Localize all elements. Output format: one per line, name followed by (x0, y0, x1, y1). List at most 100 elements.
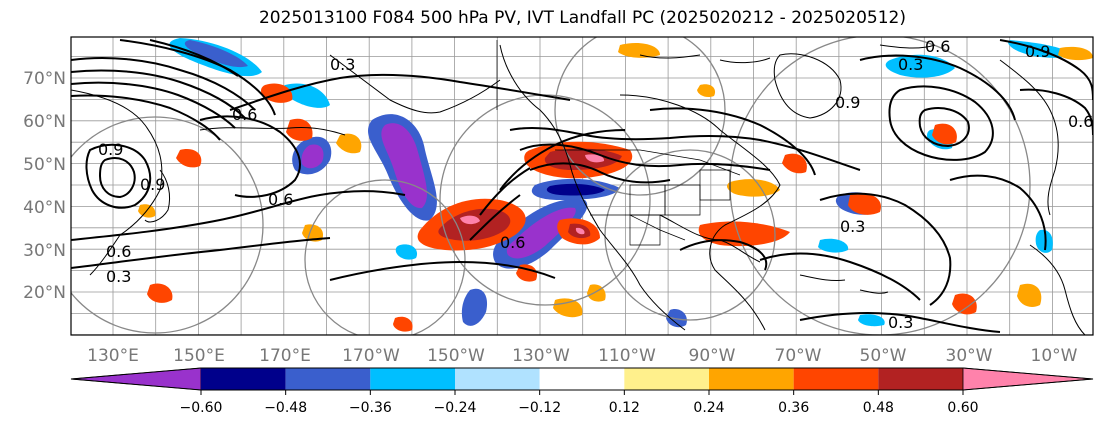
contour-line (85, 143, 152, 209)
lon-label: 110°W (598, 346, 656, 366)
contour-line (329, 260, 556, 281)
colorbar-tick-label: 0.12 (609, 400, 640, 416)
contour-label-group: 0.3 0.6 0.9 0.6 0.9 0.6 0.3 0.3 0.6 0.9 … (98, 37, 1093, 332)
latitude-labels: 70°N 60°N 50°N 40°N 30°N 20°N (23, 69, 66, 303)
contour-label: 0.6 (232, 105, 257, 124)
pv-cyan-far-east (1035, 229, 1053, 253)
contour-line (859, 54, 1016, 121)
colorbar-extend-high (962, 367, 1094, 391)
pv-ridge-greenland (697, 84, 716, 98)
lat-label: 40°N (23, 198, 66, 218)
lon-label: 30°W (946, 346, 993, 366)
contour-label: 0.6 (500, 233, 525, 252)
lat-label: 60°N (23, 112, 66, 132)
colorbar-segment (878, 368, 963, 390)
contour-line (819, 192, 952, 306)
contour-label: 0.3 (898, 55, 923, 74)
coastline-africa (1029, 244, 1086, 335)
landfall-ring (71, 116, 264, 334)
coastline-east-north-america (619, 94, 781, 331)
pv-trough-baja-core (506, 207, 576, 259)
colorbar-segment (709, 368, 794, 390)
contour-label: 0.3 (888, 313, 913, 332)
contour-label: 0.3 (840, 217, 865, 236)
colorbar-tick-label: −0.12 (518, 400, 561, 416)
coastline-aleutians (199, 127, 346, 136)
pv-ridge-atlantic-north (782, 153, 807, 174)
pv-trough-pacific-west-core (301, 144, 324, 169)
map-title: 2025013100 F084 500 hPa PV, IVT Landfall… (258, 8, 906, 28)
contour-line (799, 311, 1001, 333)
contour-line (149, 39, 239, 77)
lat-label: 70°N (23, 69, 66, 89)
colorbar-tick-label: −0.24 (434, 400, 477, 416)
pv-ridge-west-pacific (147, 283, 173, 303)
colorbar-segment (370, 368, 455, 390)
contour-line (229, 73, 571, 111)
contour-line (519, 143, 771, 171)
contour-label: 0.6 (106, 242, 131, 261)
pv-ridge-pacific-pink (460, 215, 480, 225)
colorbar-tick-label: −0.48 (264, 400, 307, 416)
contour-label: 0.6 (925, 37, 950, 56)
contour-line (918, 107, 970, 148)
contour-line (949, 174, 1047, 251)
us-canada-border (555, 149, 741, 176)
colorbar-tick-label: 0.36 (778, 400, 809, 416)
coastline-arctic-islands (639, 44, 936, 64)
lon-label: 90°W (689, 346, 736, 366)
pv-ridge-west-coast-pink (585, 154, 605, 163)
contour-label: 0.9 (98, 140, 123, 159)
contour-label: 0.9 (140, 175, 165, 194)
lat-label: 20°N (23, 283, 66, 303)
pv-cyan-east-tropic (666, 309, 687, 328)
contour-line (499, 129, 626, 191)
pv-cyan-subtropic (818, 238, 849, 253)
pv-trough-gulf-core (381, 123, 427, 209)
colorbar: −0.60 −0.48 −0.36 −0.24 −0.12 0.12 0.24 0.36 0.4… (70, 367, 1094, 416)
lat-label: 30°N (23, 241, 66, 261)
contour-label: 0.9 (835, 93, 860, 112)
colorbar-tick-label: 0.60 (947, 400, 978, 416)
pv-ridge-atlantic-east (932, 123, 957, 145)
pv-cyan-hawaii (395, 244, 418, 260)
contour-line (71, 57, 256, 111)
colorbar-segment (624, 368, 709, 390)
lon-label: 150°W (427, 346, 485, 366)
pv-ridge-gulf-alaska (336, 133, 362, 154)
lon-label: 170°E (259, 346, 311, 366)
coastline-north-america (499, 44, 686, 331)
pv-ridge-north-pacific (261, 83, 293, 103)
pv-ridge-arctic-far (1058, 46, 1093, 61)
contour-line (888, 85, 994, 161)
lon-label: 130°E (87, 346, 139, 366)
colorbar-tick-label: −0.60 (180, 400, 223, 416)
lon-label: 70°W (775, 346, 822, 366)
colorbar-extend-low (70, 367, 202, 391)
pv-ridge-caribbean (952, 293, 977, 315)
contour-line (479, 167, 531, 216)
pv-ridge-mexico-pink (575, 227, 585, 235)
contour-line (509, 126, 861, 171)
contour-line (649, 107, 816, 176)
state-box (664, 184, 701, 216)
contour-line (759, 252, 921, 301)
landfall-ring (554, 37, 726, 196)
colorbar-segment (285, 368, 371, 390)
contour-line (71, 69, 246, 119)
pv-ridge-great-lakes (727, 179, 780, 197)
pv-ridge-atlantic-subtropic (848, 193, 881, 215)
lon-label: 10°W (1031, 346, 1078, 366)
colorbar-segment (201, 368, 286, 390)
colorbar-segment (539, 368, 625, 390)
us-mexico-border (590, 214, 686, 241)
coastline-greenland (773, 53, 842, 119)
pv-trough-alaska-core (184, 40, 248, 68)
coastline-europe (999, 59, 1059, 216)
pv-ridge-pacific-core (438, 208, 511, 241)
contour-line (71, 190, 406, 241)
map-frame (70, 36, 1094, 336)
pv-cyan-tropics (461, 288, 488, 326)
colorbar-tick-label: 0.48 (863, 400, 894, 416)
map-content: 0.3 0.6 0.9 0.6 0.9 0.6 0.3 0.3 0.6 0.9 … (71, 37, 1093, 335)
